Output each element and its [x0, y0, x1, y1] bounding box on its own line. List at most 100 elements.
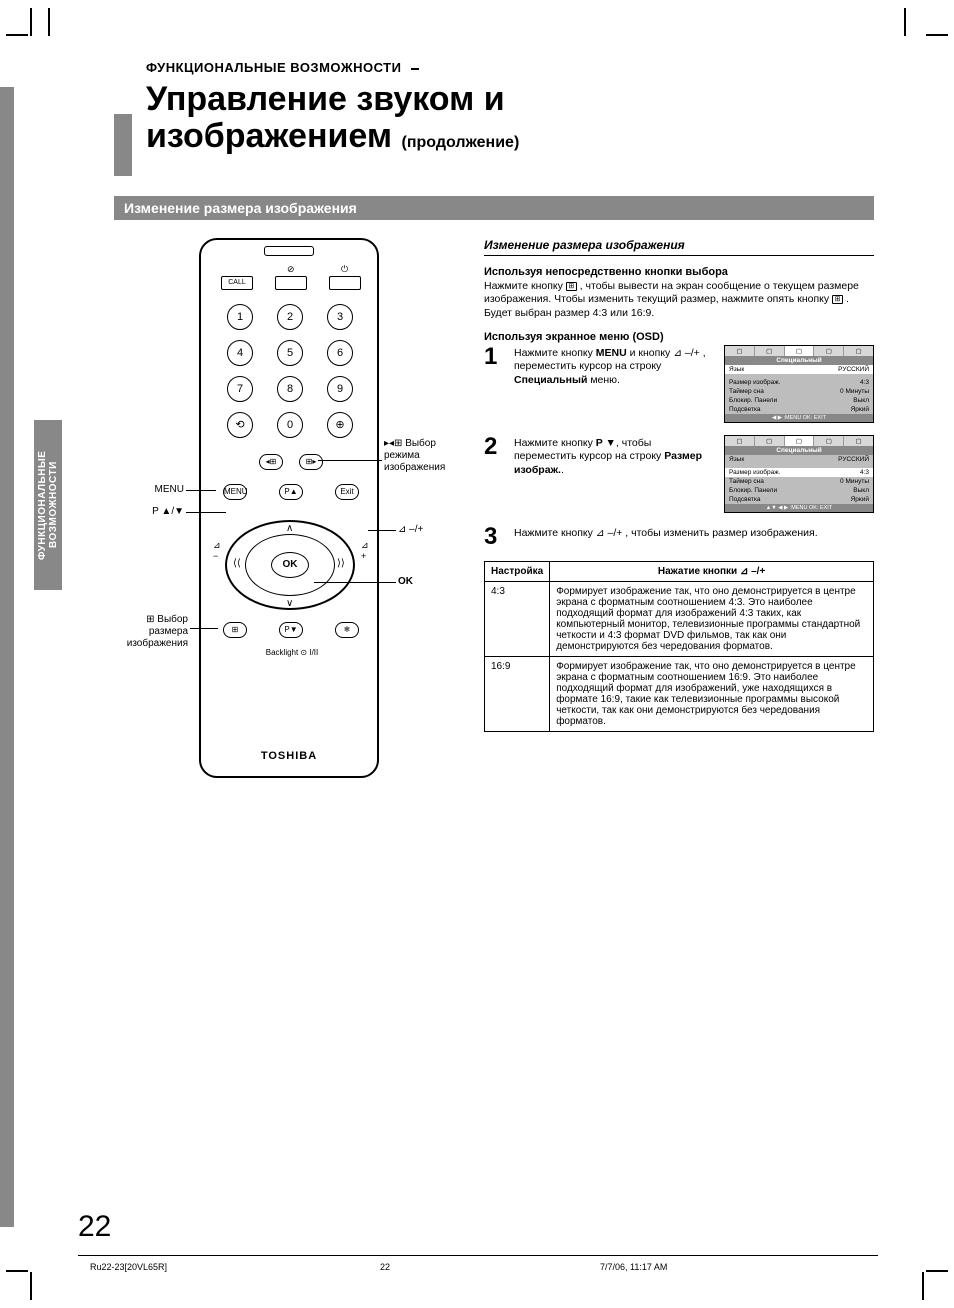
table-header-row: Настройка Нажатие кнопки ⊿ –/+ — [485, 561, 874, 581]
instructions-column: Изменение размера изображения Используя … — [484, 238, 874, 778]
table-row: 4:3 Формирует изображение так, что оно д… — [485, 581, 874, 656]
step-text: Нажмите кнопку MENU и кнопку ⊿ –/+ , пер… — [514, 345, 714, 388]
callout-picture-mode: ▸◂⊞ Выбор режима изображения — [384, 438, 464, 474]
v: Яркий — [851, 406, 869, 413]
osd-row: Размер изображ.4:3 — [725, 468, 873, 477]
t: меню. — [587, 374, 620, 386]
crop-mark — [926, 1270, 948, 1272]
osd-row: Язык РУССКИЙ — [725, 365, 873, 374]
callout-line — [314, 582, 396, 583]
callout-vol: ⊿ –/+ — [398, 524, 458, 536]
table-header: Нажатие кнопки ⊿ –/+ — [550, 561, 874, 581]
k: Язык — [729, 456, 744, 463]
v: 0 Минуты — [840, 388, 869, 395]
subhead-bar: Изменение размера изображения — [114, 196, 874, 220]
page-title: Управление звуком и изображением (продол… — [146, 81, 878, 156]
crop-mark — [30, 1272, 32, 1300]
step-2: 2 Нажмите кнопку P ▼, чтобы переместить … — [484, 435, 874, 513]
table-cell: 4:3 — [485, 581, 550, 656]
step-text: Нажмите кнопку ⊿ –/+ , чтобы изменить ра… — [514, 525, 874, 541]
up-arrow-icon: ∧ — [286, 523, 293, 534]
callout-menu: MENU — [124, 484, 184, 496]
menu-button: MENU — [223, 484, 247, 500]
num-7-button: 7 — [227, 376, 253, 402]
v: 0 Минуты — [840, 478, 869, 485]
k: Таймер сна — [729, 388, 764, 395]
step-text: Нажмите кнопку P ▼, чтобы переместить ку… — [514, 435, 714, 478]
table-header: Настройка — [485, 561, 550, 581]
osd-menu-title: Специальный — [725, 356, 873, 365]
osd-row: ПодсветкаЯркий — [725, 405, 873, 414]
p-up-button: P▲ — [279, 484, 303, 500]
osd-row: Блокир. Панели Выкл — [725, 486, 873, 495]
osd-row: Таймер сна 0 Минуты — [725, 477, 873, 486]
input-button: ⊕ — [327, 412, 353, 438]
title-line1: Управление звуком и — [146, 80, 505, 118]
direct-buttons-text: Нажмите кнопку ⊞ , чтобы вывести на экра… — [484, 280, 874, 321]
vol-plus-icon: ⊿+ — [361, 540, 369, 561]
ir-window-icon — [264, 246, 314, 256]
section-label: ФУНКЦИОНАЛЬНЫЕ ВОЗМОЖНОСТИ — [146, 60, 401, 75]
down-arrow-icon: ∨ — [286, 598, 293, 609]
crop-mark — [904, 8, 906, 36]
toshiba-logo: TOSHIBA — [201, 750, 377, 762]
osd-footer: ▲▼ ◀ ▶ :MENU OK: EXIT — [725, 504, 873, 512]
k: Подсветка — [729, 496, 761, 503]
num-8-button: 8 — [277, 376, 303, 402]
content-columns: ⊘ ⏻ CALL 1 2 3 4 5 6 7 8 9 ⟲ 0 ⊕ ◂⊞ — [114, 238, 878, 778]
table-row: 16:9 Формирует изображение так, что оно … — [485, 656, 874, 731]
k: Блокир. Панели — [729, 487, 777, 494]
crop-mark — [6, 34, 28, 36]
size-icon: ⊞ — [832, 295, 843, 304]
direct-buttons-title: Используя непосредственно кнопки выбора — [484, 266, 874, 278]
v: Выкл — [853, 487, 869, 494]
footer-filename: Ru22-23[20VL65R] — [90, 1262, 167, 1272]
num-3-button: 3 — [327, 304, 353, 330]
step-3: 3 Нажмите кнопку ⊿ –/+ , чтобы изменить … — [484, 525, 874, 549]
callout-line — [368, 530, 396, 531]
picture-mode-right-button: ⊞▸ — [299, 454, 323, 470]
osd-row: Таймер сна 0 Минуты — [725, 387, 873, 396]
crop-mark — [926, 34, 948, 36]
num-2-button: 2 — [277, 304, 303, 330]
crop-mark — [48, 8, 50, 36]
call-button: CALL — [221, 276, 253, 290]
callout-line — [186, 490, 216, 491]
osd-row: Размер изображ.4:3 — [725, 378, 873, 387]
num-5-button: 5 — [277, 340, 303, 366]
right-arrow-icon: ⟩⟩ — [337, 558, 345, 569]
p-down-button: P▼ — [279, 622, 303, 638]
freeze-button: ❄ — [335, 622, 359, 638]
p1-a: Нажмите кнопку — [484, 280, 566, 292]
osd-footer: ◀ ▶ :MENU OK: EXIT — [725, 414, 873, 422]
osd-screenshot-1: ▢▢▢▢▢ Специальный Язык РУССКИЙ Размер изо… — [724, 345, 874, 423]
step-number: 2 — [484, 435, 504, 459]
k: Язык — [729, 366, 744, 373]
step-number: 1 — [484, 345, 504, 369]
remote-column: ⊘ ⏻ CALL 1 2 3 4 5 6 7 8 9 ⟲ 0 ⊕ ◂⊞ — [114, 238, 464, 778]
table-cell: 16:9 — [485, 656, 550, 731]
vol-minus-icon: ⊿− — [213, 540, 221, 561]
v: Яркий — [851, 496, 869, 503]
title-line2: изображением — [146, 117, 392, 155]
num-9-button: 9 — [327, 376, 353, 402]
k: Таймер сна — [729, 478, 764, 485]
v: РУССКИЙ — [838, 366, 869, 373]
osd-row: Блокир. Панели Выкл — [725, 396, 873, 405]
backlight-label: Backlight ⊙ I/II — [247, 648, 337, 657]
page-number: 22 — [78, 1210, 111, 1244]
v: Выкл — [853, 397, 869, 404]
osd-tabs: ▢▢▢▢▢ — [725, 346, 873, 356]
osd-row: Подсветка Яркий — [725, 495, 873, 504]
k: Блокир. Панели — [729, 397, 777, 404]
remote-control-icon: ⊘ ⏻ CALL 1 2 3 4 5 6 7 8 9 ⟲ 0 ⊕ ◂⊞ — [199, 238, 379, 778]
callout-line — [318, 460, 382, 461]
crop-mark — [30, 8, 32, 36]
title-suffix: (продолжение) — [401, 134, 519, 151]
section-rule — [411, 68, 419, 70]
callout-size: ⊞ Выбор размера изображения — [114, 614, 188, 650]
mute-icon: ⊘ — [287, 264, 295, 275]
t: P ▼ — [596, 437, 616, 449]
footer-timestamp: 7/7/06, 11:17 AM — [600, 1262, 667, 1272]
t: MENU — [596, 347, 627, 359]
